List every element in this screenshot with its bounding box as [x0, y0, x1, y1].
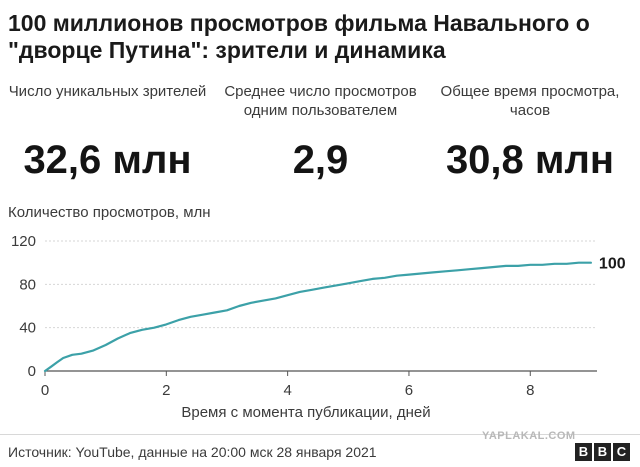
- y-tick-label: 40: [19, 320, 36, 337]
- stat-label: Среднее число просмотров одним пользоват…: [224, 83, 417, 119]
- stat-value: 32,6 млн: [23, 138, 192, 182]
- stat-label: Общее время просмотра, часов: [440, 83, 620, 119]
- y-tick-label: 80: [19, 276, 36, 293]
- bbc-logo: B B C: [575, 443, 630, 461]
- x-axis-label: Время с момента публикации, дней: [181, 404, 431, 421]
- end-value-label: 100: [599, 256, 626, 273]
- stat-unique-viewers: Число уникальных зрителей 32,6 млн: [0, 82, 215, 180]
- x-tick-label: 6: [405, 382, 413, 399]
- watermark: YAPLAKAL.COM: [482, 430, 576, 442]
- bbc-logo-letter: B: [594, 443, 611, 461]
- stat-label: Число уникальных зрителей: [8, 83, 207, 100]
- y-tick-label: 0: [28, 363, 36, 380]
- stat-avg-views: Среднее число просмотров одним пользоват…: [213, 82, 428, 180]
- x-tick-label: 0: [41, 382, 49, 399]
- x-tick-label: 4: [283, 382, 291, 399]
- source-note: Источник: YouTube, данные на 20:00 мск 2…: [8, 444, 377, 460]
- series-line: [43, 261, 593, 373]
- bbc-logo-letter: B: [575, 443, 592, 461]
- stat-watch-time: Общее время просмотра, часов 30,8 млн: [420, 82, 640, 180]
- x-tick-label: 8: [526, 382, 534, 399]
- y-axis-label: Количество просмотров, млн: [8, 204, 211, 221]
- stat-value: 30,8 млн: [445, 138, 615, 182]
- footer-divider: [0, 434, 640, 435]
- x-tick-label: 2: [162, 382, 170, 399]
- chart-title: 100 миллионов просмотров фильма Навально…: [8, 10, 590, 63]
- y-tick-label: 120: [11, 233, 36, 250]
- bbc-logo-letter: C: [613, 443, 630, 461]
- stat-value: 2,9: [292, 138, 349, 182]
